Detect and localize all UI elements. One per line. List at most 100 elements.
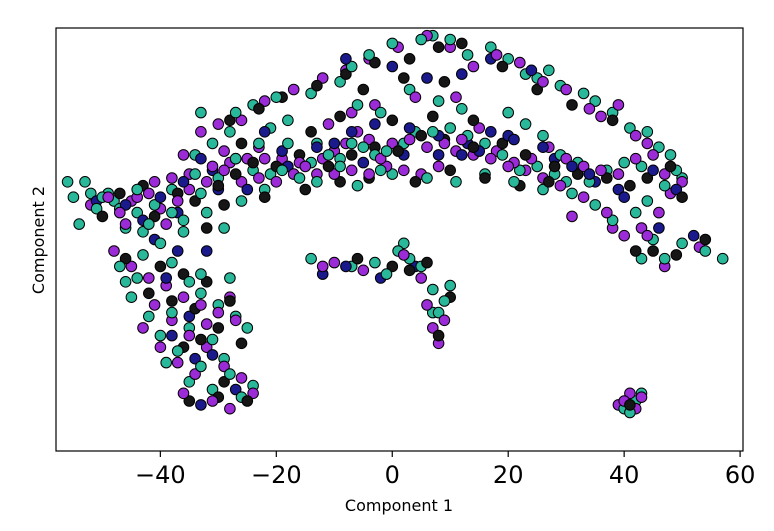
scatter-point-navy xyxy=(340,260,352,273)
scatter-point-purple xyxy=(200,341,213,354)
scatter-point-teal xyxy=(166,256,178,269)
scatter-point-navy xyxy=(166,329,178,342)
scatter-point-teal xyxy=(183,376,196,388)
scatter-point-purple xyxy=(166,172,178,184)
scatter-point-purple xyxy=(148,176,161,188)
scatter-point-purple xyxy=(171,356,184,369)
scatter-point-black xyxy=(676,191,688,203)
scatter-point-purple xyxy=(537,76,549,88)
scatter-point-teal xyxy=(137,226,149,238)
scatter-point-teal xyxy=(276,164,288,177)
scatter-point-teal xyxy=(380,268,393,280)
scatter-point-teal xyxy=(166,306,178,319)
scatter-point-navy xyxy=(195,399,207,411)
scatter-point-navy xyxy=(687,229,700,242)
scatter-point-teal xyxy=(351,179,364,192)
scatter-point-navy xyxy=(200,245,213,257)
scatter-point-teal xyxy=(456,103,468,115)
scatter-point-teal xyxy=(635,252,648,265)
scatter-point-purple xyxy=(189,368,201,380)
scatter-point-black xyxy=(386,260,399,273)
scatter-point-black xyxy=(345,149,358,161)
scatter-point-purple xyxy=(177,149,190,161)
scatter-point-teal xyxy=(357,141,370,153)
scatter-point-black xyxy=(456,37,468,50)
scatter-point-teal xyxy=(386,168,399,180)
scatter-point-black xyxy=(247,156,259,169)
scatter-point-teal xyxy=(351,99,364,111)
scatter-point-black xyxy=(195,333,207,346)
scatter-point-purple xyxy=(409,91,422,103)
scatter-point-purple xyxy=(177,387,190,400)
scatter-point-teal xyxy=(369,256,381,269)
scatter-point-navy xyxy=(241,183,254,196)
scatter-point-navy xyxy=(154,191,167,203)
scatter-point-teal xyxy=(171,345,184,357)
scatter-point-purple xyxy=(102,191,114,203)
scatter-point-purple xyxy=(258,95,271,107)
scatter-point-purple xyxy=(218,164,230,177)
scatter-point-purple xyxy=(658,168,671,180)
scatter-point-purple xyxy=(450,91,462,103)
scatter-point-black xyxy=(235,137,248,150)
scatter-point-navy xyxy=(432,149,445,161)
scatter-point-teal xyxy=(148,199,161,211)
scatter-point-teal xyxy=(125,291,138,304)
scatter-point-black xyxy=(479,172,491,184)
scatter-point-teal xyxy=(380,145,393,157)
scatter-point-teal xyxy=(334,160,346,173)
scatter-point-black xyxy=(467,141,480,153)
scatter-point-purple xyxy=(108,245,120,257)
scatter-point-teal xyxy=(195,187,207,200)
scatter-point-purple xyxy=(618,229,631,242)
scatter-point-purple xyxy=(143,272,155,284)
scatter-point-teal xyxy=(531,160,544,173)
scatter-point-black xyxy=(531,83,544,96)
scatter-point-teal xyxy=(334,76,346,88)
scatter-point-black xyxy=(177,268,190,280)
scatter-point-teal xyxy=(253,137,265,150)
scatter-point-teal xyxy=(716,252,729,265)
scatter-point-purple xyxy=(235,176,248,188)
scatter-point-teal xyxy=(461,49,474,61)
scatter-point-navy xyxy=(653,222,665,234)
scatter-point-purple xyxy=(218,360,230,373)
scatter-point-purple xyxy=(629,152,642,165)
scatter-point-black xyxy=(415,129,428,142)
scatter-point-teal xyxy=(496,149,509,161)
scatter-point-teal xyxy=(444,279,457,292)
x-tick-label: −40 xyxy=(135,461,186,489)
scatter-point-teal xyxy=(305,252,317,265)
scatter-point-teal xyxy=(73,218,85,230)
scatter-point-teal xyxy=(345,60,358,73)
scatter-point-black xyxy=(334,110,346,123)
scatter-point-purple xyxy=(247,387,259,400)
scatter-point-black xyxy=(444,164,457,177)
scatter-point-teal xyxy=(183,276,196,288)
scatter-point-purple xyxy=(200,318,213,330)
scatter-point-black xyxy=(154,260,167,273)
scatter-point-black xyxy=(624,179,636,192)
scatter-point-teal xyxy=(79,176,91,188)
scatter-point-teal xyxy=(589,199,602,211)
scatter-point-purple xyxy=(635,391,648,404)
scatter-point-black xyxy=(235,337,248,350)
scatter-point-navy xyxy=(456,68,468,80)
scatter-point-teal xyxy=(229,106,242,119)
scatter-point-teal xyxy=(658,179,671,192)
scatter-point-teal xyxy=(421,172,433,184)
scatter-point-teal xyxy=(200,206,213,219)
scatter-point-purple xyxy=(577,160,590,173)
scatter-point-purple xyxy=(148,299,161,311)
scatter-point-purple xyxy=(485,152,497,165)
scatter-point-navy xyxy=(612,183,625,196)
scatter-point-teal xyxy=(282,137,294,150)
scatter-point-teal xyxy=(195,287,207,300)
scatter-point-purple xyxy=(583,103,596,115)
scatter-point-teal xyxy=(195,360,207,373)
scatter-point-teal xyxy=(403,83,416,96)
scatter-point-teal xyxy=(566,187,578,200)
scatter-point-teal xyxy=(177,226,190,238)
scatter-point-teal xyxy=(224,126,236,138)
scatter-point-purple xyxy=(554,179,567,192)
